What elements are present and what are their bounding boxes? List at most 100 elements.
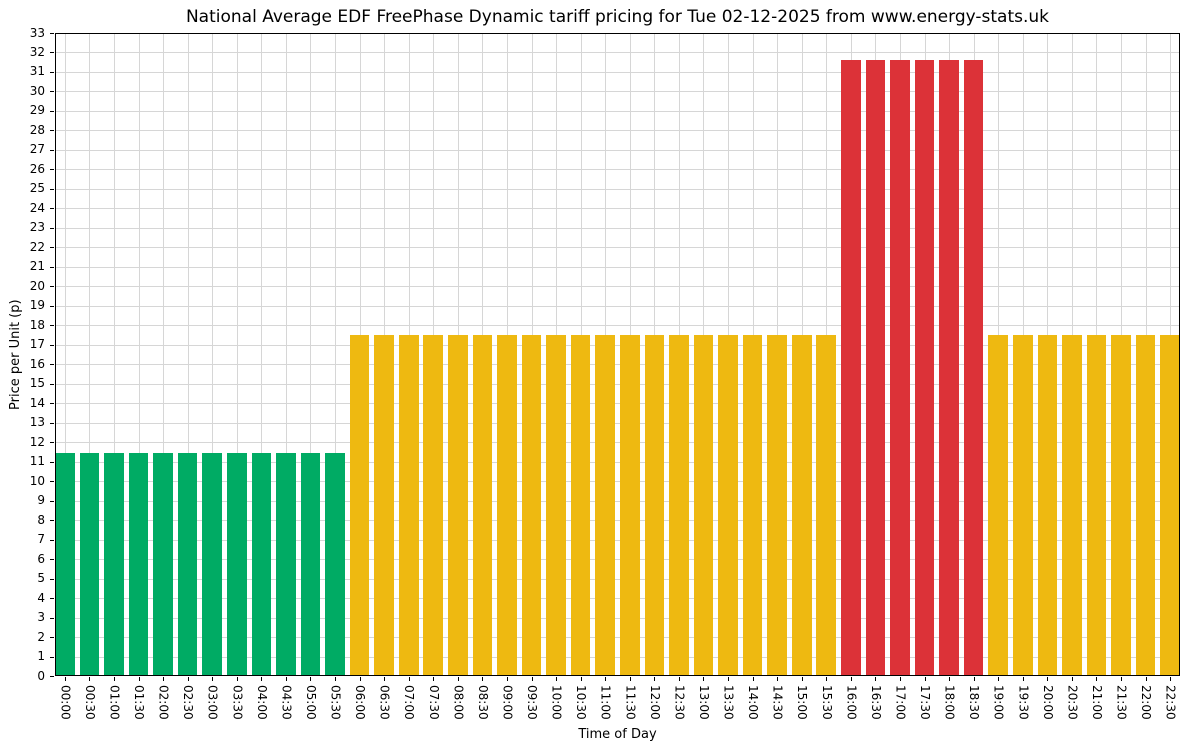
x-axis: 00:00 00:30 01:00 01:30 02:00 02:30 03:00 03:30…	[55, 677, 1180, 727]
gridline-v	[138, 33, 140, 676]
bar-04:30	[276, 453, 296, 676]
x-tick-label: 14:30	[770, 685, 785, 720]
gridline-v	[236, 33, 238, 676]
y-tick-label: 0	[37, 668, 45, 683]
y-tick-label: 30	[29, 83, 45, 98]
y-tick-mark	[50, 520, 54, 522]
gridline-h	[55, 110, 1180, 112]
x-tick-mark	[801, 677, 803, 681]
gridline-h	[55, 500, 1180, 502]
x-tick-label: 18:30	[967, 685, 982, 720]
y-tick-mark	[50, 305, 54, 307]
x-tick-mark	[113, 677, 115, 681]
x-tick-mark	[1170, 677, 1172, 681]
gridline-v	[89, 33, 91, 676]
x-tick-mark	[1071, 677, 1073, 681]
x-tick-mark	[335, 677, 337, 681]
gridline-h	[55, 71, 1180, 73]
y-tick-mark	[50, 461, 54, 463]
y-tick-mark	[50, 364, 54, 366]
x-tick-mark	[899, 677, 901, 681]
x-tick-label: 08:30	[475, 685, 490, 720]
x-tick-label: 11:00	[598, 685, 613, 720]
x-tick-label: 00:30	[82, 685, 97, 720]
x-tick-mark	[850, 677, 852, 681]
y-tick-mark	[50, 344, 54, 346]
y-tick-label: 17	[29, 337, 45, 352]
y-tick-mark	[50, 676, 54, 677]
x-tick-mark	[212, 677, 214, 681]
bar-15:30	[816, 334, 837, 676]
x-tick-mark	[924, 677, 926, 681]
bar-09:30	[521, 334, 542, 676]
x-tick-mark	[261, 677, 263, 681]
bar-00:00	[55, 453, 75, 676]
x-tick-label: 20:00	[1040, 685, 1055, 720]
bar-13:30	[718, 334, 738, 676]
y-tick-label: 24	[29, 200, 45, 215]
x-tick-mark	[64, 677, 66, 681]
bar-06:30	[374, 334, 394, 676]
x-tick-label: 06:30	[377, 685, 392, 720]
y-tick-label: 25	[29, 181, 45, 196]
bar-16:00	[841, 59, 861, 676]
y-tick-label: 14	[29, 395, 45, 410]
x-tick-label: 01:00	[107, 685, 122, 720]
x-tick-mark	[678, 677, 680, 681]
x-tick-label: 14:00	[746, 685, 761, 720]
x-tick-mark	[777, 677, 779, 681]
gridline-h	[55, 227, 1180, 229]
x-tick-mark	[605, 677, 607, 681]
x-axis-label: Time of Day	[578, 727, 657, 742]
bar-14:00	[742, 334, 763, 676]
x-tick-mark	[384, 677, 386, 681]
x-tick-label: 12:00	[647, 685, 662, 720]
y-axis: 0 1 2 3 4 5 6 7 8 9 10 11 12 13 14 15 16 17 18 19 20 21 22 23 24…	[0, 26, 55, 683]
gridline-h	[55, 383, 1180, 385]
x-tick-label: 16:30	[868, 685, 883, 720]
x-tick-mark	[285, 677, 287, 681]
bar-11:00	[595, 334, 616, 676]
x-tick-mark	[998, 677, 1000, 681]
y-tick-mark	[50, 539, 54, 541]
gridline-h	[55, 578, 1180, 580]
y-tick-mark	[50, 422, 54, 424]
bar-11:30	[619, 334, 640, 676]
y-tick-label: 23	[29, 220, 45, 235]
x-tick-label: 05:00	[303, 685, 318, 720]
x-tick-label: 11:30	[623, 685, 638, 720]
x-tick-label: 04:00	[254, 685, 269, 720]
x-tick-mark	[1047, 677, 1049, 681]
bar-20:30	[1062, 334, 1082, 676]
x-tick-mark	[1145, 677, 1147, 681]
bar-02:30	[177, 453, 198, 676]
y-tick-label: 32	[29, 44, 45, 59]
x-tick-label: 06:00	[353, 685, 368, 720]
gridline-v	[335, 33, 337, 676]
x-tick-label: 02:30	[181, 685, 196, 720]
bar-04:00	[251, 453, 272, 676]
y-tick-label: 8	[37, 512, 45, 527]
x-tick-mark	[531, 677, 533, 681]
bar-09:00	[497, 334, 517, 676]
y-tick-mark	[50, 91, 54, 93]
x-tick-mark	[973, 677, 975, 681]
y-tick-mark	[50, 71, 54, 73]
gridline-h	[55, 91, 1180, 93]
x-tick-label: 19:30	[1016, 685, 1031, 720]
y-tick-mark	[50, 656, 54, 658]
bar-16:30	[865, 59, 886, 676]
gridline-v	[261, 33, 263, 676]
y-tick-label: 27	[29, 142, 45, 157]
y-tick-mark	[50, 325, 54, 327]
y-tick-mark	[50, 149, 54, 151]
y-tick-mark	[50, 598, 54, 600]
bar-22:30	[1160, 334, 1180, 676]
bar-05:00	[300, 453, 321, 676]
y-tick-label: 5	[37, 571, 45, 586]
bar-18:30	[963, 59, 984, 676]
x-tick-label: 17:00	[893, 685, 908, 720]
y-tick-label: 12	[29, 434, 45, 449]
gridline-h	[55, 208, 1180, 210]
chart-title: National Average EDF FreePhase Dynamic t…	[185, 7, 1050, 27]
